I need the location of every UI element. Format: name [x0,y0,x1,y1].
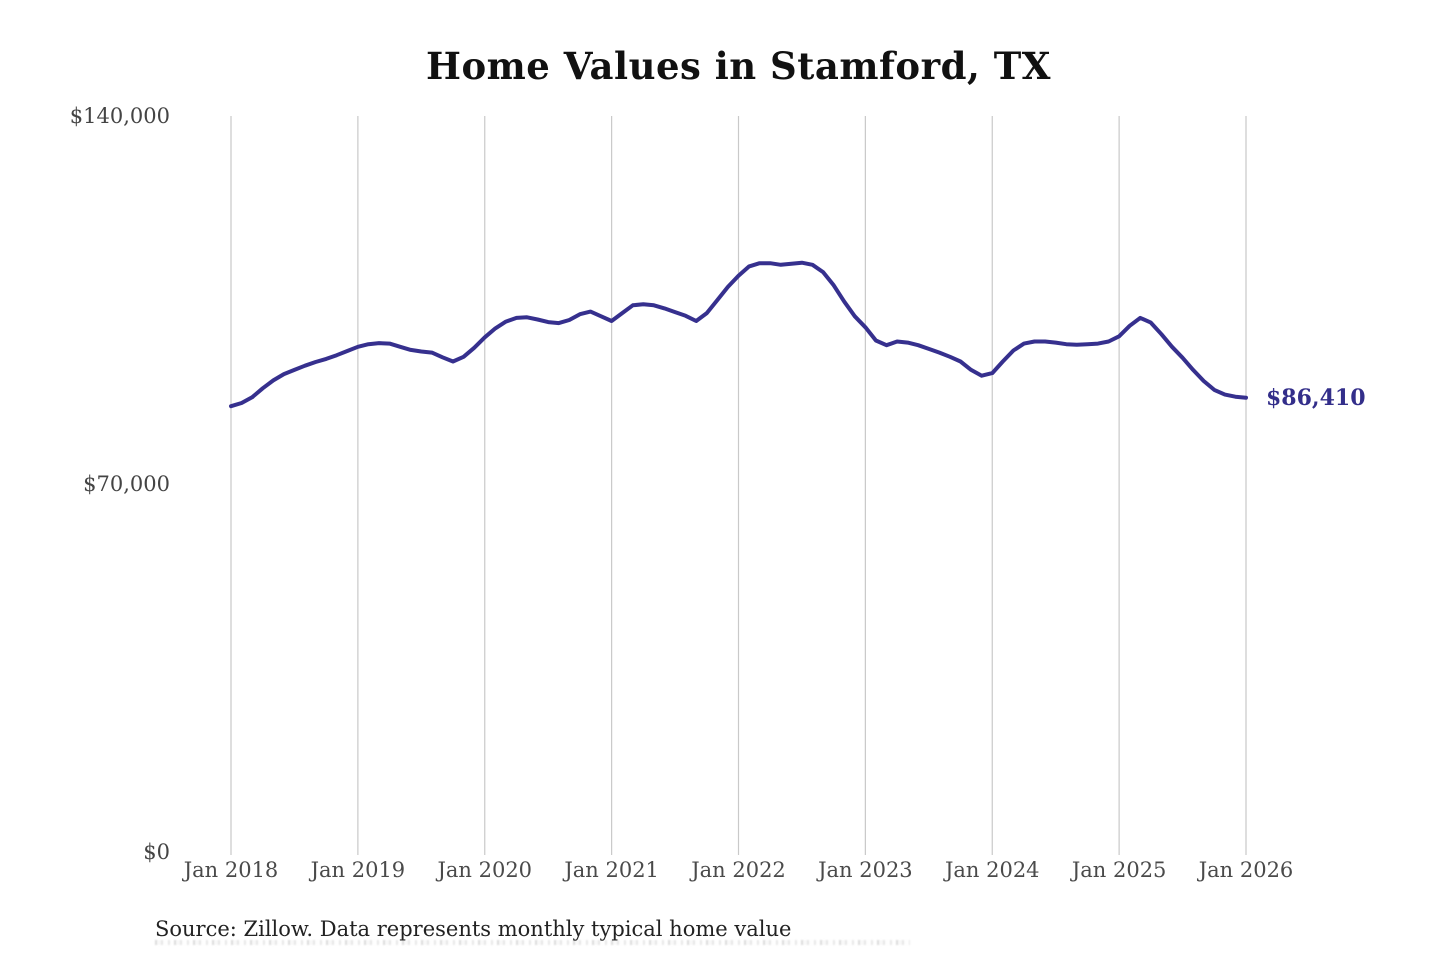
x-tick-label: Jan 2022 [691,858,786,882]
cropped-text-artifact [155,940,910,945]
source-note: Source: Zillow. Data represents monthly … [155,917,792,941]
x-tick-label: Jan 2021 [564,858,659,882]
x-tick-label: Jan 2024 [944,858,1040,882]
gridlines [230,116,1247,855]
x-tick-label: Jan 2025 [1071,858,1167,882]
x-tick-label: Jan 2019 [310,858,406,882]
x-tick-label: Jan 2018 [183,858,279,882]
y-tick-label: $140,000 [69,104,170,128]
x-tick-label: Jan 2026 [1198,858,1294,882]
x-tick-label: Jan 2020 [437,858,533,882]
y-tick-label: $0 [143,840,170,864]
y-tick-label: $70,000 [83,472,170,496]
home-value-line [229,260,1248,409]
chart-title: Home Values in Stamford, TX [426,44,1051,88]
current-value-label: $86,410 [1266,384,1366,411]
x-tick-label: Jan 2023 [818,858,913,882]
